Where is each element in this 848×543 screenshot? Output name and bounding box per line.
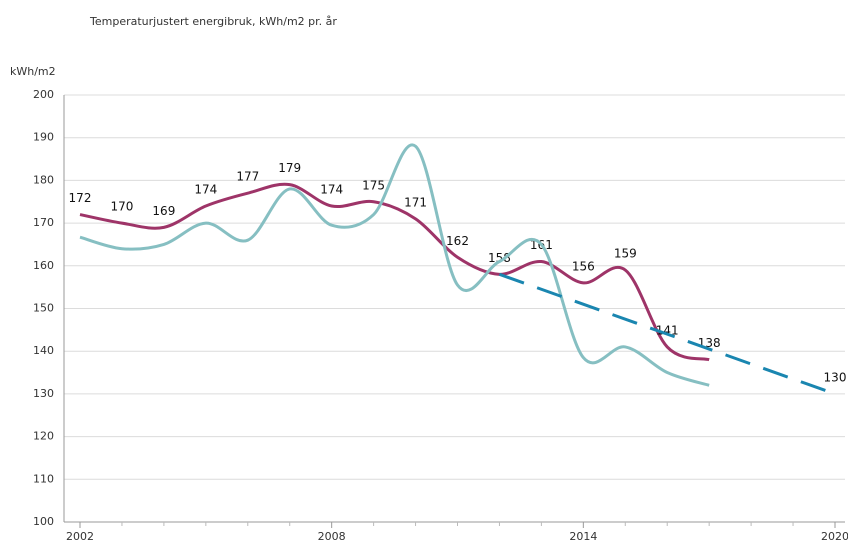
- data-label: 141: [656, 323, 679, 337]
- series-line: [79, 182, 710, 362]
- y-tick-label: 110: [33, 472, 54, 485]
- data-label: 177: [236, 170, 259, 184]
- series-line: [498, 272, 836, 396]
- data-label: 174: [320, 183, 343, 197]
- y-tick-label: 100: [33, 515, 54, 528]
- data-label: 169: [152, 204, 175, 218]
- data-label: 162: [446, 234, 469, 248]
- y-tick-label: 200: [33, 88, 54, 101]
- y-tick-label: 160: [33, 259, 54, 272]
- x-tick-label: 2002: [66, 530, 94, 543]
- data-label: 172: [69, 191, 92, 205]
- x-tick-label: 2014: [569, 530, 597, 543]
- y-tick-label: 190: [33, 131, 54, 144]
- chart-title: Temperaturjustert energibruk, kWh/m2 pr.…: [89, 15, 337, 28]
- data-label: 174: [194, 183, 217, 197]
- x-tick-label: 2008: [318, 530, 346, 543]
- series-line: [79, 143, 710, 387]
- data-label: 179: [278, 161, 301, 175]
- data-label: 130: [824, 370, 847, 384]
- y-axis-label: kWh/m2: [10, 65, 56, 78]
- y-tick-label: 180: [33, 173, 54, 186]
- y-tick-label: 120: [33, 430, 54, 443]
- data-label: 171: [404, 195, 427, 209]
- y-tick-label: 170: [33, 216, 54, 229]
- data-label: 158: [488, 251, 511, 265]
- data-label: 170: [110, 200, 133, 214]
- x-tick-label: 2020: [821, 530, 848, 543]
- data-label: 156: [572, 259, 595, 273]
- y-tick-label: 130: [33, 387, 54, 400]
- y-tick-label: 140: [33, 344, 54, 357]
- data-label: 159: [614, 247, 637, 261]
- data-label: 175: [362, 178, 385, 192]
- y-tick-label: 150: [33, 302, 54, 315]
